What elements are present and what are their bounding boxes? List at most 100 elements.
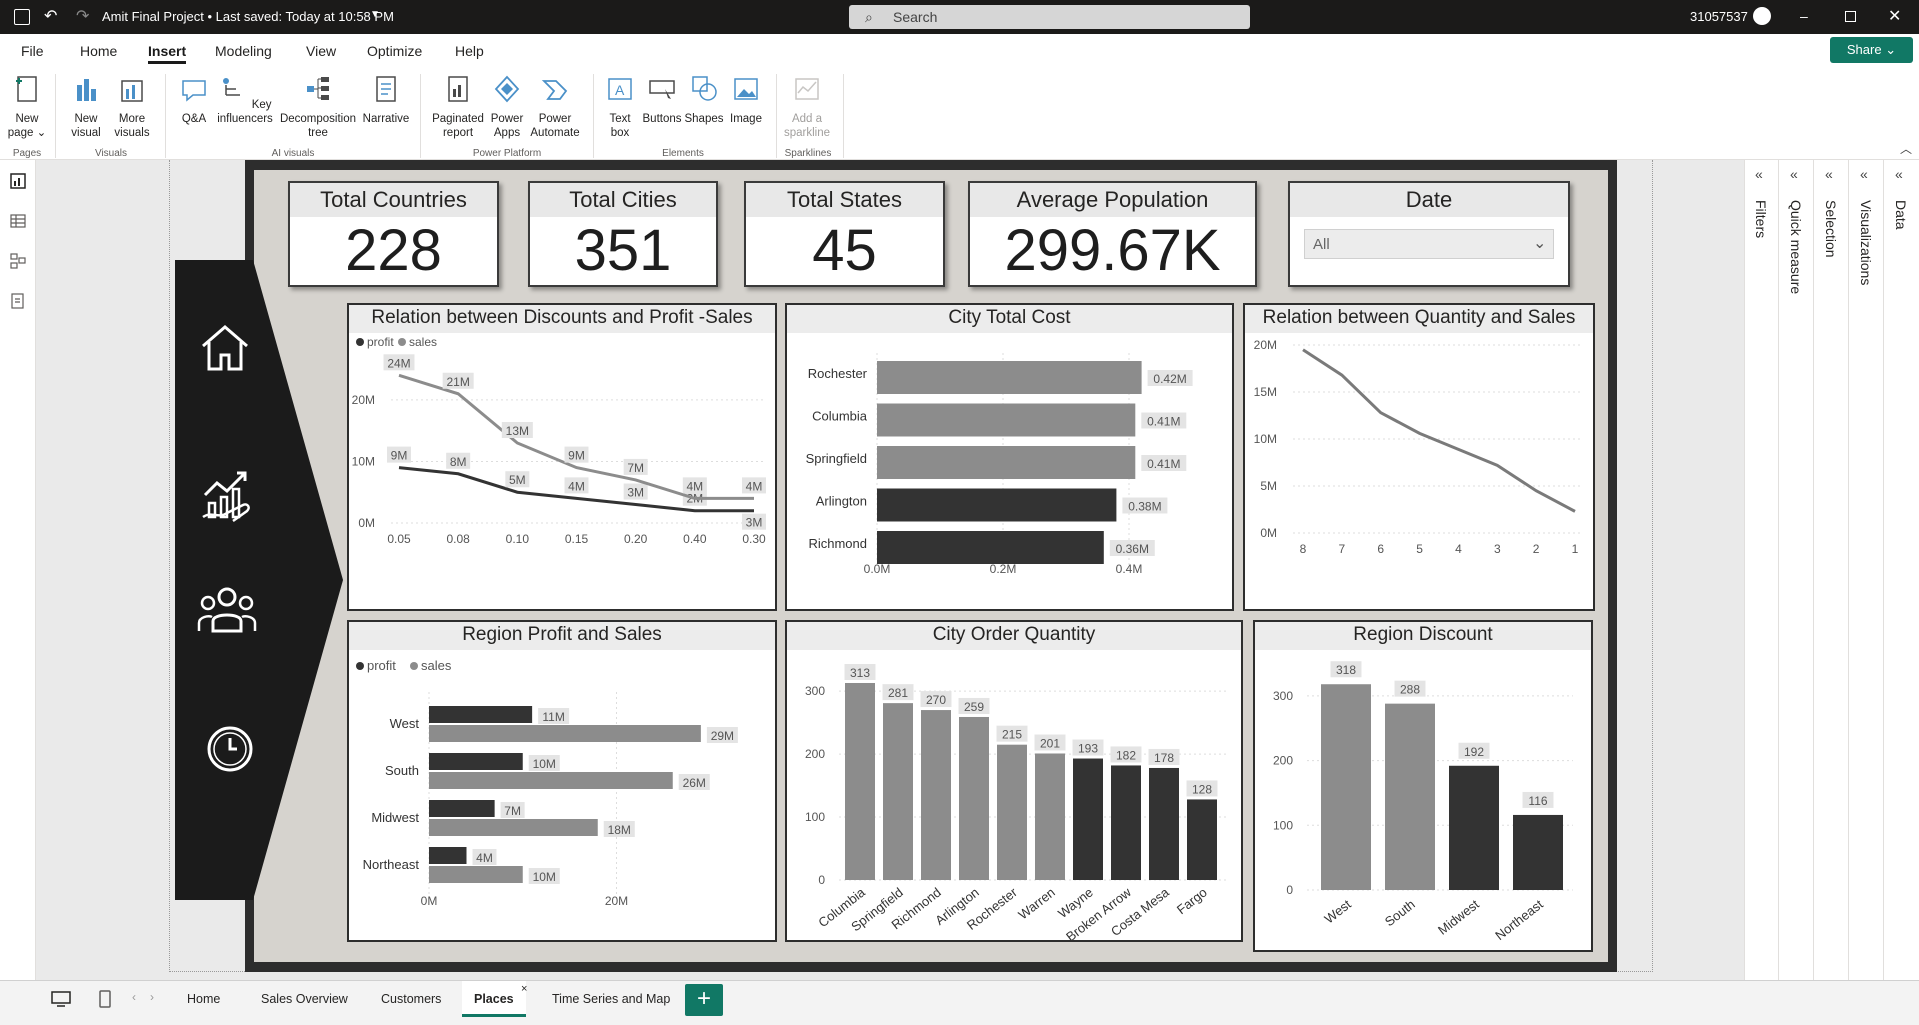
buttons-button[interactable]: Buttons [640, 73, 684, 126]
clock-icon[interactable] [206, 725, 254, 773]
decomposition-tree-button[interactable]: Decomposition tree [277, 73, 359, 140]
menu-help[interactable]: Help [455, 43, 484, 59]
tab-scroll-left-icon[interactable]: ‹ [132, 990, 136, 1004]
tab-home[interactable]: Home [187, 992, 221, 1006]
expand-icon[interactable]: « [1755, 166, 1763, 182]
data-label-sales-bg [528, 868, 560, 884]
visual-region-discount[interactable]: Region Discount 0 100 200 300 318 West 288 Sout… [1253, 620, 1593, 952]
redo-icon[interactable]: ↷ [76, 8, 90, 25]
visualizations-pane[interactable]: « Visualizations [1850, 160, 1884, 980]
x-tick-label: 5 [1416, 542, 1423, 556]
data-label-profit-bg [528, 755, 560, 771]
add-page-button[interactable]: + [685, 984, 723, 1016]
bar-sales-midwest [429, 819, 598, 836]
buttons-icon [649, 80, 675, 99]
menu-optimize[interactable]: Optimize [367, 43, 423, 59]
visual-city-total-cost[interactable]: City Total Cost 0.0M 0.2M 0.4M Rochester 0.4… [785, 303, 1234, 611]
x-tick-label: 0M [421, 894, 438, 908]
model-view-icon[interactable] [9, 252, 27, 270]
data-label-sales-bg [742, 477, 766, 494]
x-tick-label: 20M [605, 894, 628, 908]
kpi-card-total-countries[interactable]: Total Countries 228 [288, 181, 499, 287]
quick-measure-pane[interactable]: « Quick measure [1780, 160, 1814, 980]
expand-icon[interactable]: « [1895, 166, 1903, 182]
menu-modeling[interactable]: Modeling [215, 43, 272, 59]
image-button[interactable]: Image [726, 73, 766, 126]
key-influencers-button[interactable]: Key influencers [215, 73, 275, 126]
narrative-button[interactable]: Narrative [362, 73, 410, 126]
quick-measure-pane-label: Quick measure [1788, 200, 1804, 295]
table-view-icon[interactable] [9, 212, 27, 230]
tab-time-series-and-map[interactable]: Time Series and Map [552, 992, 671, 1006]
undo-icon[interactable]: ↶ [44, 8, 58, 25]
home-icon[interactable] [199, 322, 251, 374]
kpi-card-total-cities[interactable]: Total Cities 351 [528, 181, 718, 287]
data-label-bg [1394, 680, 1426, 697]
close-tab-icon[interactable]: × [521, 983, 528, 995]
expand-icon[interactable]: « [1860, 166, 1868, 182]
mobile-view-icon[interactable] [98, 989, 112, 1009]
shapes-button[interactable]: Shapes [684, 73, 724, 126]
visual-quantity-sales[interactable]: Relation between Quantity and Sales 0M 5M… [1243, 303, 1595, 611]
data-label-sales-bg [564, 446, 589, 463]
minimize-icon[interactable]: – [1800, 8, 1808, 24]
restore-icon[interactable] [1845, 11, 1856, 22]
more-visuals-button[interactable]: More visuals [110, 73, 154, 140]
visual-city-order-quantity[interactable]: City Order Quantity 0 100 200 300 313 Columbi… [785, 620, 1243, 944]
bar-rochester [877, 361, 1142, 394]
expand-icon[interactable]: « [1825, 166, 1833, 182]
text-box-button[interactable]: A Text box [602, 73, 638, 140]
share-button[interactable]: Share ⌄ [1830, 37, 1913, 63]
selection-pane[interactable]: « Selection [1815, 160, 1849, 980]
menu-home[interactable]: Home [80, 43, 118, 59]
new-visual-button[interactable]: New visual [68, 73, 104, 140]
menu-file[interactable]: File [21, 43, 44, 59]
filters-pane-label: Filters [1753, 200, 1769, 239]
dax-query-icon[interactable] [9, 292, 27, 310]
collapse-ribbon-icon[interactable]: ︿ [1900, 142, 1913, 156]
data-label-profit: 5M [509, 473, 526, 487]
power-automate-button[interactable]: Power Automate [527, 73, 583, 140]
visual-title: Region Profit and Sales [349, 622, 775, 650]
tab-scroll-right-icon[interactable]: › [150, 990, 154, 1004]
tab-sales-overview[interactable]: Sales Overview [261, 992, 348, 1006]
y-tick-label: 5M [1260, 479, 1277, 493]
visual-region-profit-sales[interactable]: Region Profit and Sales profit sales 0M 20M… [347, 620, 777, 942]
filters-pane[interactable]: « Filters [1745, 160, 1779, 980]
legend-label-profit: profit [367, 658, 396, 673]
menu-view[interactable]: View [306, 43, 337, 59]
kpi-card-average-population[interactable]: Average Population 299.67K [968, 181, 1257, 287]
customers-icon[interactable] [197, 585, 257, 637]
paginated-report-button[interactable]: Paginated report [428, 73, 488, 140]
save-icon[interactable] [14, 9, 30, 25]
report-view-icon[interactable] [9, 172, 27, 190]
chart-region-profit-sales: profit sales 0M 20M West 11M 29M South 10M 26M Mid… [356, 658, 738, 908]
search-placeholder: Search [893, 9, 938, 25]
kpi-value: 351 [574, 218, 672, 283]
y-tick-label: 100 [805, 810, 825, 824]
paginated-report-icon [448, 76, 468, 102]
data-label-sales-bg [706, 727, 738, 743]
date-dropdown[interactable]: All ⌄ [1304, 229, 1554, 259]
data-pane[interactable]: « Data [1885, 160, 1919, 980]
close-icon[interactable]: ✕ [1888, 8, 1902, 25]
qa-button[interactable]: Q&A [176, 73, 212, 126]
power-apps-label: Power Apps [490, 113, 524, 139]
data-label-bg [1458, 742, 1490, 759]
menu-insert[interactable]: Insert [148, 34, 187, 64]
data-label-sales-bg [442, 372, 474, 389]
desktop-view-icon[interactable] [50, 990, 72, 1008]
search-box[interactable]: ⌕ Search [849, 5, 1250, 29]
tab-customers[interactable]: Customers [381, 992, 442, 1006]
sales-growth-icon[interactable] [199, 465, 255, 523]
tab-places[interactable]: Places [462, 981, 526, 1017]
visual-discount-profit-sales[interactable]: Relation between Discounts and Profit -S… [347, 303, 777, 611]
title-dropdown-icon[interactable]: ▼ [370, 9, 380, 20]
power-apps-button[interactable]: Power Apps [485, 73, 529, 140]
new-page-button[interactable]: New page ⌄ [6, 73, 48, 140]
expand-icon[interactable]: « [1790, 166, 1798, 182]
bar-warren [1035, 753, 1065, 880]
avatar[interactable] [1753, 7, 1771, 25]
kpi-card-total-states[interactable]: Total States 45 [744, 181, 945, 287]
more-visuals-icon [121, 80, 143, 102]
